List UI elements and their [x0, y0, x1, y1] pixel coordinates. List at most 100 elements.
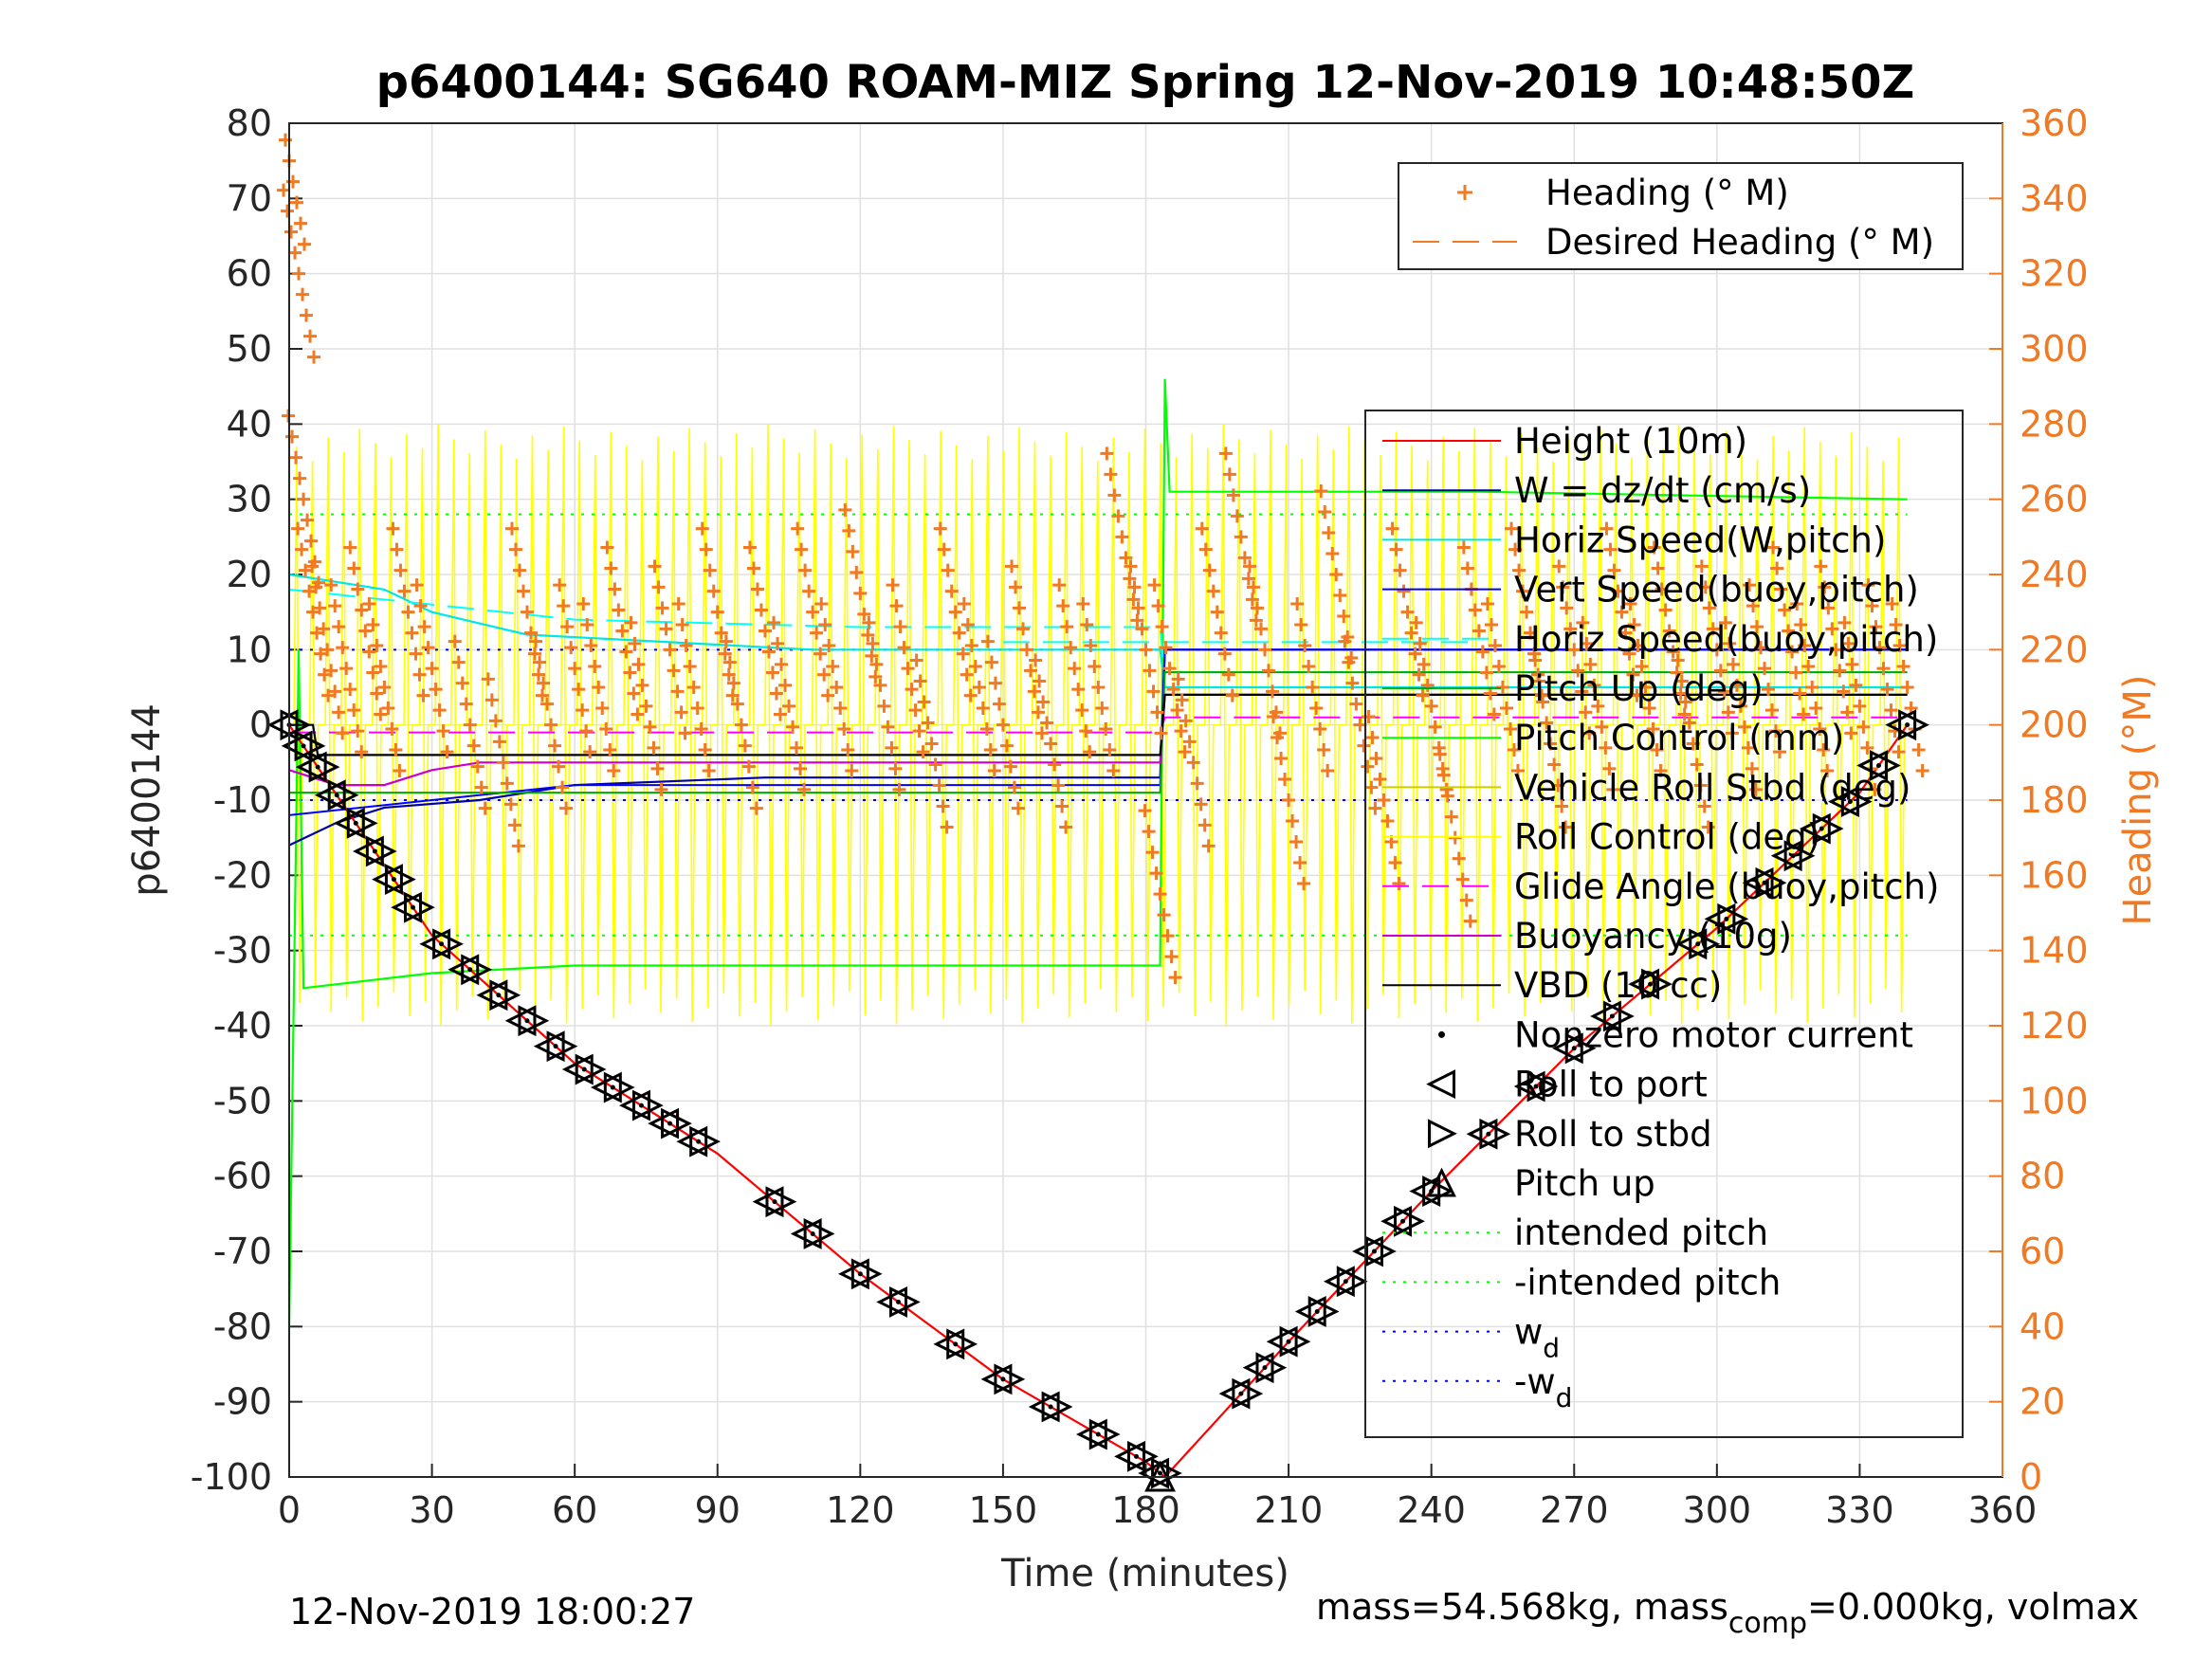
- heading-marker: [655, 601, 669, 615]
- roll-to-stbd-marker: [1232, 1377, 1264, 1410]
- heading-marker: [1146, 684, 1161, 699]
- heading-marker: [1673, 686, 1688, 701]
- heading-marker: [1293, 856, 1307, 869]
- heading-marker: [1408, 647, 1422, 661]
- heading-marker: [623, 665, 637, 680]
- heading-marker: [343, 683, 357, 697]
- heading-marker: [1048, 757, 1062, 772]
- heading-marker: [1178, 745, 1192, 759]
- roll-to-stbd-marker: [946, 1328, 978, 1360]
- heading-marker: [1782, 624, 1796, 638]
- heading-marker: [1175, 693, 1189, 707]
- heading-marker: [1508, 542, 1523, 556]
- heading-marker: [1456, 540, 1471, 555]
- heading-marker: [1694, 559, 1709, 574]
- heading-marker: [1837, 615, 1852, 629]
- y2-tick-label: 320: [2020, 253, 2089, 295]
- heading-marker: [1016, 622, 1031, 636]
- heading-marker: [1737, 720, 1751, 734]
- roll-to-stbd-marker: [1641, 968, 1673, 1000]
- heading-marker: [886, 578, 900, 592]
- legend-label: Nonzero motor current: [1514, 1014, 1913, 1055]
- heading-marker: [1197, 818, 1212, 832]
- heading-marker: [366, 618, 380, 631]
- heading-marker: [389, 743, 403, 757]
- heading-marker: [627, 686, 641, 701]
- heading-marker: [1690, 757, 1704, 772]
- heading-marker: [730, 697, 744, 711]
- heading-marker: [909, 653, 923, 667]
- heading-marker: [1003, 759, 1017, 774]
- heading-marker: [1793, 686, 1807, 701]
- heading-marker: [790, 740, 804, 755]
- heading-marker: [1032, 705, 1046, 720]
- heading-marker: [956, 647, 970, 661]
- heading-marker: [924, 737, 939, 751]
- x-tick-label: 360: [1968, 1489, 2038, 1531]
- heading-marker: [1440, 789, 1454, 803]
- heading-marker: [1412, 667, 1426, 682]
- heading-marker: [826, 660, 840, 673]
- heading-marker: [1563, 622, 1578, 636]
- y-tick-label: -10: [213, 779, 272, 821]
- heading-marker: [381, 702, 395, 715]
- heading-marker: [996, 718, 1010, 732]
- legend-top-label: Heading (° M): [1545, 173, 1789, 213]
- heading-marker: [320, 643, 335, 657]
- roll-to-stbd-marker: [1255, 1352, 1288, 1384]
- heading-marker: [1820, 764, 1835, 777]
- heading-marker: [1463, 914, 1477, 928]
- heading-marker: [1544, 737, 1558, 751]
- legend-swatch: [1427, 1167, 1456, 1197]
- heading-marker: [1253, 622, 1268, 636]
- motor-current-dot: [553, 1044, 558, 1049]
- heading-marker: [552, 759, 566, 774]
- roll-to-port-marker: [352, 835, 384, 867]
- heading-marker: [881, 720, 895, 734]
- heading-marker: [631, 707, 645, 721]
- heading-marker: [1294, 618, 1308, 631]
- roll-to-stbd-marker: [546, 1030, 578, 1063]
- heading-marker: [972, 681, 986, 694]
- heading-marker: [1503, 722, 1517, 736]
- heading-marker: [1729, 678, 1744, 692]
- heading-marker: [588, 660, 602, 673]
- heading-marker: [1249, 613, 1263, 628]
- heading-marker: [726, 676, 740, 690]
- roll-to-port-marker: [1380, 1205, 1413, 1237]
- heading-marker: [659, 622, 673, 636]
- roll-to-port-marker: [333, 807, 365, 839]
- motor-current-dot: [1095, 1431, 1101, 1437]
- heading-marker: [370, 639, 384, 652]
- heading-marker: [1225, 688, 1239, 702]
- heading-marker: [1809, 702, 1823, 715]
- heading-marker: [1217, 647, 1232, 661]
- heading-marker: [1100, 447, 1114, 461]
- heading-marker: [1444, 810, 1458, 824]
- heading-marker: [1397, 584, 1411, 598]
- motor-current-dot: [696, 1139, 702, 1144]
- roll-to-stbd-marker: [1041, 1391, 1073, 1423]
- heading-marker: [448, 634, 462, 648]
- y2-tick-label: 60: [2020, 1231, 2065, 1272]
- heading-marker: [892, 782, 906, 796]
- y2-tick-label: 100: [2020, 1080, 2089, 1121]
- legend-label: Pitch up: [1514, 1163, 1655, 1204]
- heading-marker: [429, 683, 443, 697]
- x-tick-label: 330: [1825, 1489, 1894, 1531]
- heading-marker: [289, 450, 303, 465]
- heading-marker: [284, 225, 299, 239]
- roll-to-port-marker: [933, 1328, 965, 1360]
- motor-current-dot: [372, 848, 377, 854]
- heading-marker: [908, 703, 923, 718]
- heading-marker: [1488, 639, 1502, 652]
- heading-marker: [1623, 597, 1637, 611]
- roll-to-stbd-marker: [661, 1107, 692, 1139]
- heading-marker: [698, 743, 712, 757]
- heading-marker: [818, 618, 832, 631]
- heading-marker: [533, 655, 547, 669]
- roll-to-port-marker: [1513, 1070, 1545, 1103]
- heading-marker: [347, 561, 361, 575]
- heading-marker: [1505, 521, 1519, 536]
- heading-marker: [303, 329, 318, 343]
